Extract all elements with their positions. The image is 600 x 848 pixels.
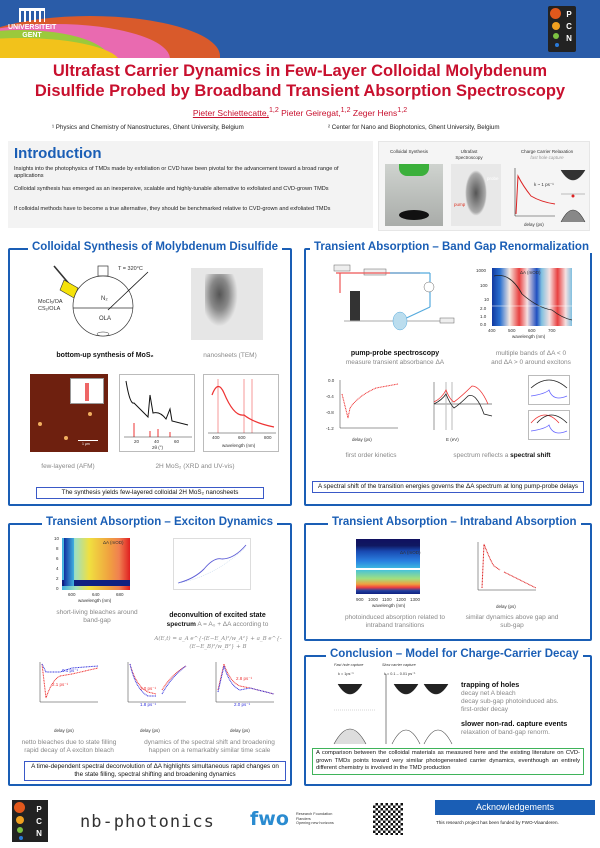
flask-temp: T = 320°C (118, 266, 143, 272)
exciton-heatmap (62, 538, 130, 590)
flask-photo (385, 164, 443, 226)
caption-setup: measure transient absorbance ΔA (345, 359, 445, 366)
synthesis-summary: The synthesis yields few-layered colloid… (36, 487, 264, 499)
point-capture: slower non-rad. capture events (461, 719, 568, 728)
tem-image (191, 268, 263, 340)
shift-schematic-1 (528, 375, 570, 405)
band-gap-summary: A spectral shift of the transition energ… (312, 481, 584, 493)
introduction-box (8, 141, 373, 228)
building-icon (19, 8, 45, 22)
abstract-label: Charge Carrier Relaxation (520, 149, 574, 154)
point-line: relaxation of band-gap renorm. (461, 729, 550, 736)
caption-heatmap-1: multiple bands of ΔA < 0 (495, 350, 567, 357)
flask-solvent: OLA (99, 316, 112, 322)
intro-paragraph: Insights into the photophysics of TMDs m… (14, 166, 339, 179)
afm-image: 1 μm (30, 374, 108, 452)
uvvis-chart: 400 600 800 wavelength (nm) (203, 374, 279, 452)
intro-paragraph: If colloidal methods have to become a tr… (14, 206, 331, 212)
rate-label: k ~ 1 ps⁻¹ (534, 182, 554, 187)
intraband-kinetics-chart (477, 542, 537, 591)
deconvolution-equation: spectrum A = A₀ + ΔA according to (166, 621, 269, 628)
caption-shift-broadening: dynamics of the spectral shift and broad… (144, 739, 275, 754)
caption-heatmap-2: and ΔA > 0 around excitons (491, 359, 571, 366)
point-line: decay sub-gap photoinduced abs. (461, 698, 559, 705)
nb-photonics-logo: nb-photonics (80, 812, 215, 832)
synthesis-title: Colloidal Synthesis of Molybdenum Disulf… (28, 241, 282, 253)
intraband-heatmap (356, 539, 420, 594)
introduction-title: Introduction (14, 145, 102, 162)
spectral-shift-chart (433, 382, 493, 430)
caption-setup-bold: pump-probe spectroscopy (350, 350, 440, 357)
ugent-logo: UNIVERSITEIT GENT (8, 8, 56, 40)
logo-text: UNIVERSITEIT (8, 24, 57, 31)
precursor-1: MoCl₅/OA (38, 299, 63, 305)
caption-spectrum: spectrum reflects a spectral shift (453, 452, 551, 459)
logo-text: GENT (22, 32, 42, 39)
header-banner: UNIVERSITEIT GENT P C N (0, 0, 600, 58)
caption-intraband-heatmap: photoinduced absorption related to intra… (344, 614, 446, 629)
caption-exciton-heatmap: short-living bleaches around band-gap (56, 609, 138, 624)
authors: Pieter Schiettecatte,1,2 Pieter Geiregat… (192, 106, 408, 118)
pump-probe-setup (333, 264, 455, 331)
xrd-chart: 20 40 60 2θ (°) (119, 374, 195, 452)
exciton-title: Transient Absorption – Exciton Dynamics (42, 516, 278, 528)
deconvolution-plot (173, 538, 251, 590)
point-trapping: trapping of holes (461, 680, 520, 689)
acknowledgements-title: Acknowledgements (435, 800, 595, 815)
area-ratio-chart (39, 662, 99, 703)
author-second: Pieter Geiregat, (278, 107, 341, 118)
title-line-2: Disulfide Probed by Broadband Transient … (34, 82, 566, 100)
precursor-2: CS₂/OLA (38, 306, 61, 312)
caption-state-filling: netto bleaches due to state filling rapid… (21, 739, 117, 754)
pcn-logo: P C N (548, 6, 576, 52)
band-gap-title: Transient Absorption – Band Gap Renormal… (310, 241, 593, 253)
exciton-summary: A time-dependent spectral deconvolution … (24, 761, 286, 781)
qr-code[interactable] (372, 802, 404, 836)
caption-tem: nanosheets (TEM) (203, 352, 257, 359)
acknowledgements-text: This research project has been funded by… (436, 820, 559, 825)
decay-curve-chart (514, 168, 556, 217)
intro-paragraph: Colloidal synthesis has emerged as an in… (14, 186, 329, 192)
intraband-title: Transient Absorption – Intraband Absorpt… (328, 516, 581, 528)
abstract-label: Ultrafast Spectroscopy (455, 149, 483, 160)
point-line: decay net A bleach (461, 690, 516, 697)
pcn-letters: P C N (566, 10, 572, 43)
affiliation-2: ² Center for Nano and Biophotonics, Ghen… (328, 124, 500, 131)
formula: A(E,t) = a_A e^{-(E−E_A)²/w_A²} + a_B e^… (154, 636, 282, 650)
band-diagram (560, 169, 586, 223)
conclusion-title: Conclusion – Model for Charge-Carrier De… (326, 648, 583, 660)
caption-afm: few-layered (AFM) (41, 463, 95, 470)
point-line: first-order decay (461, 706, 508, 713)
caption-intraband-kinetic: similar dynamics above gap and sub-gap (465, 614, 559, 629)
band-gap-heatmap (492, 268, 572, 326)
broadening-dynamics-chart (215, 662, 275, 703)
graphical-abstract: Colloidal Synthesis Ultrafast Spectrosco… (378, 141, 590, 231)
caption-flask: bottom-up synthesis of MoS₂ (56, 352, 154, 359)
abstract-label: Colloidal Synthesis (389, 149, 429, 154)
caption-xrd-uv: 2H MoS₂ (XRD and UV-vis) (155, 463, 235, 470)
tem-photo: pump probe (451, 164, 501, 226)
caption-kinetics: first order kinetics (345, 452, 397, 459)
fwo-logo: fwo Research Foundation Flanders Opening n… (250, 808, 334, 830)
charge-carrier-model-diagram (333, 674, 453, 745)
shift-schematic-2 (528, 410, 570, 440)
title-line-1: Ultrafast Carrier Dynamics in Few-Layer … (52, 62, 548, 80)
poster-title: Ultrafast Carrier Dynamics in Few-Layer … (0, 61, 600, 101)
deconvolution-heading: deconvultion of excited state (169, 612, 266, 619)
flask-gas: N₂ (101, 296, 108, 302)
flask-diagram (53, 265, 149, 337)
conclusion-summary: A comparison between the colloidal mater… (312, 748, 584, 775)
abstract-sublabel: fast hole capture (530, 155, 564, 160)
author-third: Zeger Hens (350, 107, 398, 118)
author-first: Pieter Schiettecatte, (192, 107, 269, 118)
affiliation-1: ¹ Physics and Chemistry of Nanostructure… (52, 124, 244, 131)
spectral-shift-dynamics-chart (127, 662, 187, 703)
axis-label: delay (ps) (524, 222, 544, 227)
first-order-kinetics-chart (339, 380, 399, 429)
